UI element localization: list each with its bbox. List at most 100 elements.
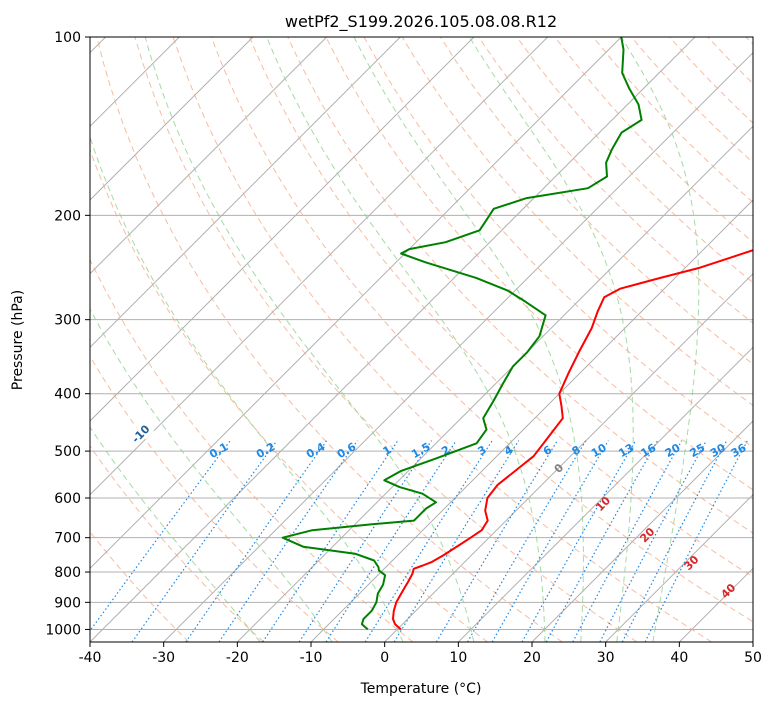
mixing-ratio-line xyxy=(521,440,637,642)
mixing-ratio-label: 0.1 xyxy=(207,440,230,461)
plot-frame xyxy=(89,36,754,643)
moist-adiabat xyxy=(620,37,700,642)
dry-adiabat xyxy=(249,37,753,578)
y-tick-label: 200 xyxy=(54,208,81,224)
dry-adiabat xyxy=(745,37,753,45)
isotherm-gridline xyxy=(678,567,753,642)
moist-adiabat xyxy=(353,37,584,642)
x-tick-label: -30 xyxy=(152,650,175,666)
mixing-ratio-line xyxy=(466,440,587,642)
isotherm-gridline xyxy=(90,37,622,570)
mixing-ratio-label: 0.4 xyxy=(304,440,328,461)
x-tick-label: -40 xyxy=(79,650,102,666)
dry-adiabat xyxy=(439,37,753,365)
dry-adiabat-label: -10 xyxy=(129,422,152,445)
y-axis-label: Pressure (hPa) xyxy=(10,290,26,390)
isotherm-gridline xyxy=(90,37,475,422)
isotherm-gridline xyxy=(90,37,328,275)
y-tick-label: 500 xyxy=(54,444,81,460)
y-tick-label: 1000 xyxy=(45,622,81,638)
mixing-ratio-label: 25 xyxy=(688,441,708,460)
moist-adiabat-label: 10 xyxy=(593,494,613,514)
x-tick-label: 50 xyxy=(744,650,762,666)
plot-border xyxy=(89,36,754,643)
temperature-profile xyxy=(392,249,753,631)
dry-adiabat xyxy=(90,148,488,642)
dewpoint-profile xyxy=(281,37,643,631)
isotherm-gridline xyxy=(752,641,753,642)
moist-adiabat-label: 30 xyxy=(682,553,702,573)
mixing-ratio-line xyxy=(393,440,520,642)
y-tick-label: 800 xyxy=(54,565,81,581)
moist-adiabat-label: 0 xyxy=(552,461,567,476)
isotherm-gridline xyxy=(163,51,753,642)
mixing-ratio-line xyxy=(572,440,683,642)
moist-adiabat xyxy=(266,37,546,642)
mixing-ratio-line xyxy=(621,440,728,642)
axes: -40 -30 -20 -10 0 10 20 30 40 5010020030040050060… xyxy=(45,30,762,666)
dry-adiabat xyxy=(210,37,753,623)
mixing-ratio-label: 4 xyxy=(502,443,515,458)
y-tick-label: 600 xyxy=(54,491,81,507)
dry-adiabat xyxy=(96,37,563,642)
x-tick-label: 20 xyxy=(523,650,541,666)
x-tick-label: -10 xyxy=(300,650,323,666)
isotherm-gridline xyxy=(90,37,549,496)
x-tick-label: 0 xyxy=(380,650,389,666)
moist-adiabat xyxy=(469,37,634,642)
moist-adiabat xyxy=(90,135,404,642)
plot-area: 0.10.20.40.611.52346810131620253036-100-… xyxy=(90,37,753,642)
dry-adiabat xyxy=(707,37,753,85)
isotherm-gridline xyxy=(605,493,753,642)
dry-adiabat xyxy=(669,37,753,124)
mixing-ratio-label: 30 xyxy=(708,441,728,460)
mixing-ratio-line xyxy=(218,440,358,642)
mixing-ratio-line xyxy=(364,440,493,642)
mixing-ratio-line xyxy=(262,440,399,642)
mixing-ratio-line xyxy=(491,440,609,642)
isotherm-gridline xyxy=(457,346,753,642)
mixing-ratio-line xyxy=(131,440,278,642)
chart-title: wetPf2_S199.2026.105.08.08.R12 xyxy=(285,12,557,32)
dry-adiabat xyxy=(287,37,753,534)
y-tick-label: 700 xyxy=(54,531,81,547)
dry-adiabat-label-bg xyxy=(130,427,155,440)
dry-adiabat xyxy=(90,355,339,642)
x-tick-label: -20 xyxy=(226,650,249,666)
y-tick-label: 400 xyxy=(54,387,81,403)
y-tick-label: 300 xyxy=(54,313,81,329)
dry-adiabat xyxy=(172,37,712,642)
dry-adiabat xyxy=(90,258,414,642)
moist-adiabat xyxy=(90,308,333,642)
x-tick-label: 30 xyxy=(597,650,615,666)
moist-adiabat-label: 20 xyxy=(637,525,657,545)
moist-adiabat xyxy=(90,426,261,642)
dry-adiabat xyxy=(554,37,753,243)
moist-adiabat xyxy=(144,37,475,642)
y-tick-label: 900 xyxy=(54,595,81,611)
dry-adiabat xyxy=(90,531,190,642)
y-tick-label: 100 xyxy=(54,30,81,46)
dry-adiabat xyxy=(592,37,753,203)
mixing-ratio-line xyxy=(90,440,231,632)
isotherm-gridline xyxy=(310,199,753,642)
isotherm-gridline xyxy=(236,125,753,642)
mixing-ratio-line xyxy=(325,440,457,642)
dry-adiabat xyxy=(134,37,638,642)
dry-adiabat xyxy=(90,445,264,642)
isotherm-gridline xyxy=(384,272,753,642)
x-tick-label: 10 xyxy=(449,650,467,666)
isotherm-gridline xyxy=(531,420,753,642)
mixing-ratio-line xyxy=(599,440,707,642)
mixing-ratio-line xyxy=(545,440,659,642)
x-axis-label: Temperature (°C) xyxy=(360,681,482,697)
mixing-ratio-label: 36 xyxy=(729,441,749,460)
mixing-ratio-label: 16 xyxy=(639,441,659,460)
isotherm-gridline xyxy=(90,37,254,201)
mixing-ratio-line xyxy=(435,440,558,642)
x-tick-label: 40 xyxy=(670,650,688,666)
mixing-ratio-line xyxy=(644,440,748,642)
moist-adiabat-label: 40 xyxy=(718,581,738,601)
isotherm-gridline xyxy=(90,37,696,642)
